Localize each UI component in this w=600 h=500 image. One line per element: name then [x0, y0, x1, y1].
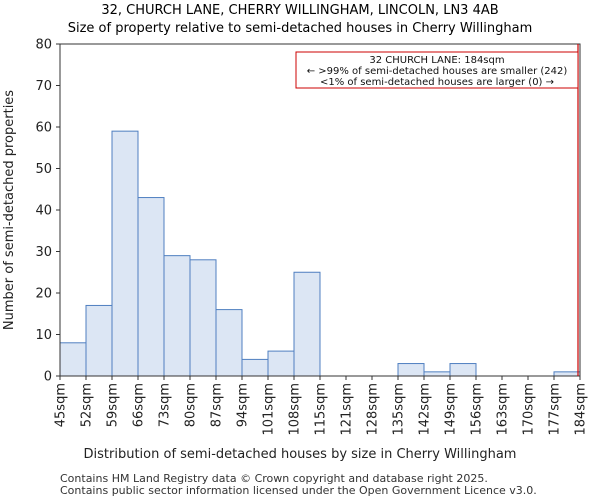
footer-line-1: Contains HM Land Registry data © Crown c… — [60, 472, 488, 485]
x-tick-label: 177sqm — [548, 383, 563, 436]
x-tick-label: 170sqm — [522, 383, 537, 436]
x-tick-label: 59sqm — [106, 383, 121, 427]
bar-66sqm — [137, 197, 165, 377]
histogram-chart: 32, CHURCH LANE, CHERRY WILLINGHAM, LINC… — [2, 3, 589, 462]
bar-73sqm — [163, 255, 191, 377]
x-tick-label: 45sqm — [54, 383, 69, 427]
y-axis-label: Number of semi-detached properties — [2, 90, 17, 330]
bar-94sqm — [241, 358, 269, 377]
y-tick-label: 70 — [35, 79, 52, 94]
y-ticks-group: 0 10 20 30 40 50 60 70 80 — [35, 38, 60, 385]
x-tick-label: 66sqm — [132, 383, 147, 427]
chart-title: 32, CHURCH LANE, CHERRY WILLINGHAM, LINC… — [101, 3, 498, 18]
bar-135sqm — [397, 363, 425, 377]
x-tick-label: 80sqm — [184, 383, 199, 427]
bar-59sqm — [111, 130, 139, 377]
bar-80sqm — [189, 259, 217, 377]
annotation-line-2: ← >99% of semi-detached houses are small… — [307, 66, 568, 77]
x-tick-label: 149sqm — [444, 383, 459, 436]
x-tick-label: 87sqm — [210, 383, 225, 427]
x-ticks-group: 45sqm 52sqm 59sqm 66sqm 73sqm 80sqm 87sqm 94sqm… — [54, 376, 589, 436]
bar-45sqm — [59, 342, 87, 377]
bar-142sqm — [423, 371, 451, 377]
x-axis-label: Distribution of semi-detached houses by … — [84, 447, 517, 462]
x-tick-label: 156sqm — [470, 383, 485, 436]
x-tick-label: 73sqm — [158, 383, 173, 427]
y-tick-label: 60 — [35, 121, 52, 136]
bar-177sqm — [553, 371, 581, 377]
bar-87sqm — [215, 309, 243, 377]
x-tick-label: 135sqm — [392, 383, 407, 436]
x-tick-label: 52sqm — [80, 383, 95, 427]
annotation-line-3: <1% of semi-detached houses are larger (… — [320, 77, 554, 88]
x-tick-label: 163sqm — [496, 383, 511, 436]
bars-group — [59, 130, 581, 377]
annotation-line-1: 32 CHURCH LANE: 184sqm — [369, 55, 504, 66]
y-tick-label: 30 — [35, 245, 52, 260]
chart-subtitle: Size of property relative to semi-detach… — [68, 21, 533, 36]
y-tick-label: 50 — [35, 162, 52, 177]
y-tick-label: 80 — [35, 38, 52, 53]
bar-149sqm — [449, 363, 477, 377]
footer-line-2: Contains public sector information licen… — [60, 484, 537, 497]
y-tick-label: 10 — [35, 328, 52, 343]
plot-frame — [59, 43, 581, 377]
x-tick-label: 115sqm — [314, 383, 329, 436]
bar-52sqm — [85, 304, 113, 377]
x-tick-label: 121sqm — [340, 383, 355, 436]
y-tick-label: 20 — [35, 287, 52, 302]
y-tick-label: 0 — [44, 370, 52, 385]
annotation-box: 32 CHURCH LANE: 184sqm ← >99% of semi-de… — [295, 51, 579, 89]
y-tick-label: 40 — [35, 204, 52, 219]
x-tick-label: 101sqm — [262, 383, 277, 436]
x-tick-label: 184sqm — [574, 383, 589, 436]
x-tick-label: 128sqm — [366, 383, 381, 436]
x-tick-label: 108sqm — [288, 383, 303, 436]
bar-101sqm — [267, 350, 295, 377]
x-tick-label: 142sqm — [418, 383, 433, 436]
bar-108sqm — [293, 271, 321, 377]
x-tick-label: 94sqm — [236, 383, 251, 427]
